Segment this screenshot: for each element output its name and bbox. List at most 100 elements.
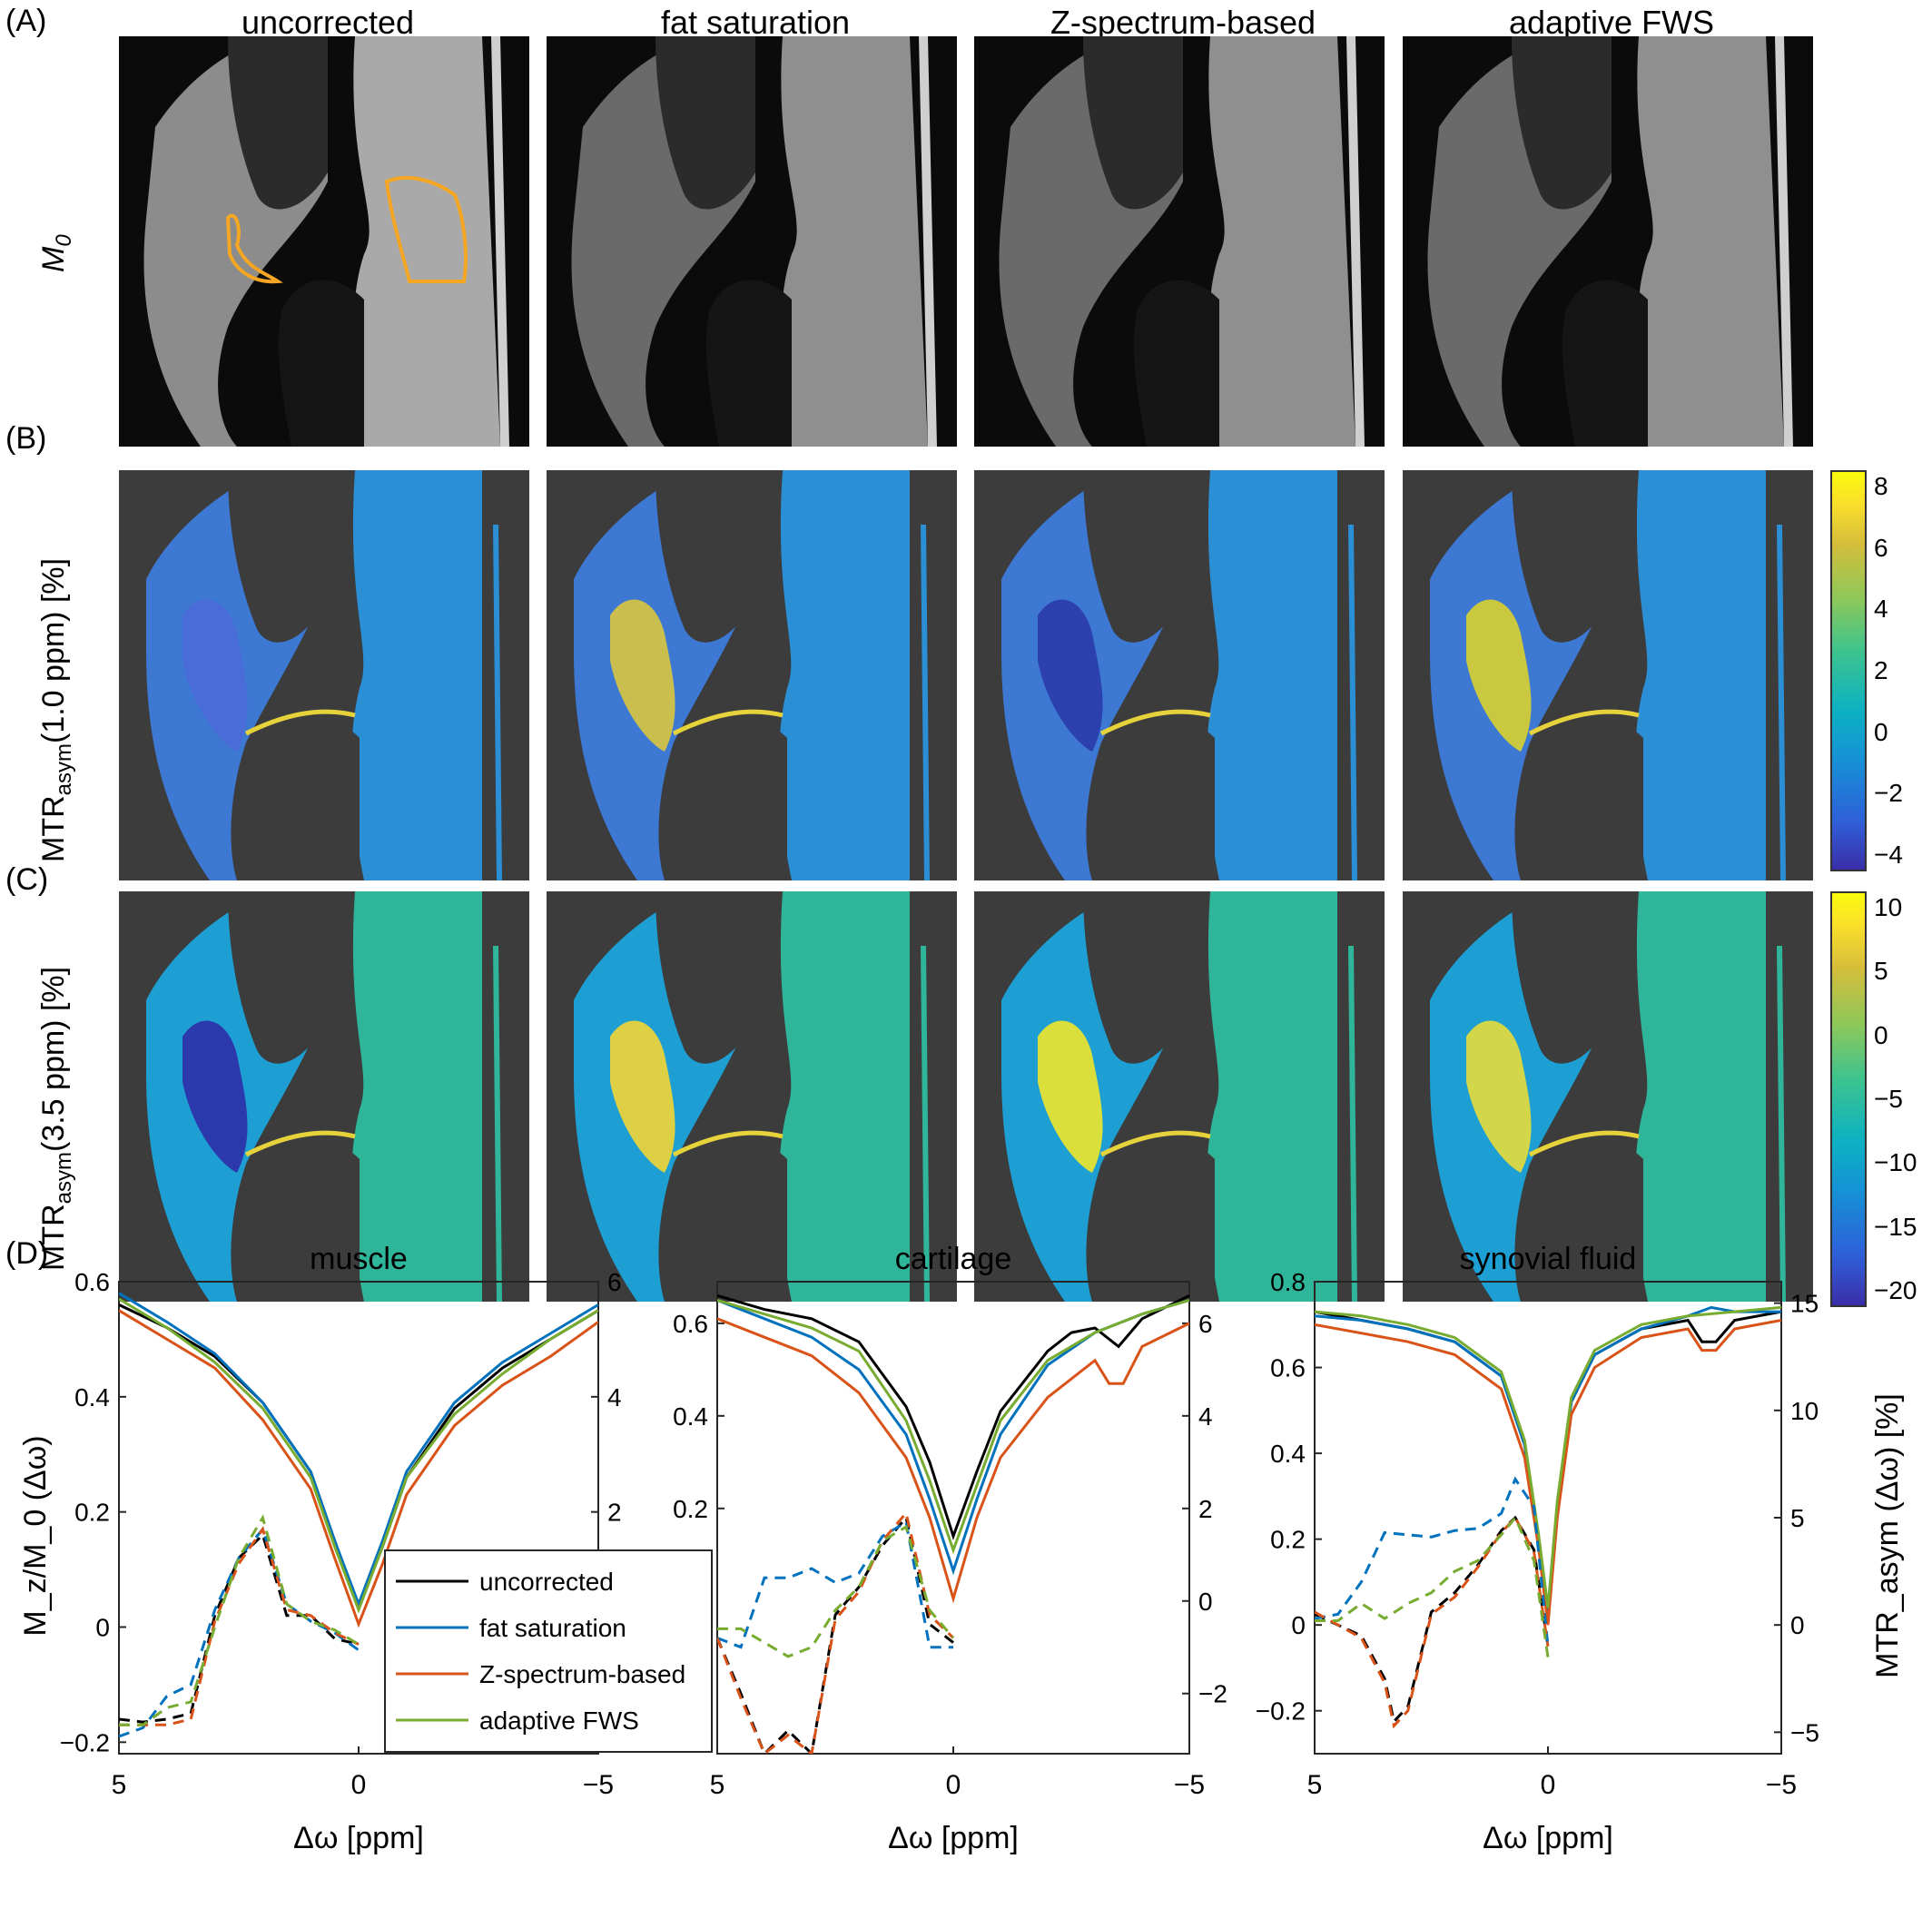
panel-label-b: (B) [5,421,47,456]
legend-label: Z-spectrum-based [479,1660,685,1688]
y-right-tick-label: −5 [1790,1718,1819,1746]
x-tick-label: 0 [946,1770,961,1800]
colorbar-c-tick: −10 [1874,1148,1917,1177]
y-axis-label-right: MTR_asym (Δω) [%] [1870,1393,1905,1678]
z-spectra-charts: muscle 5 0 −5 Δω [ppm] 0.6 0.4 0.2 0 −0.2 6 4 2 M_z/M… [18,1242,1905,1855]
series-uncorrected-mtr [717,1514,954,1754]
y-left-tick-label: 0.2 [74,1499,110,1527]
chart-title: muscle [310,1242,408,1276]
y-right-tick-label: 2 [1198,1495,1213,1523]
y-right-tick-label: 4 [1198,1402,1213,1431]
column-title-fat-saturation: fat saturation [660,4,851,41]
series-z-spectrum-based-mtr [1315,1515,1550,1729]
mtr-1ppm-map-uncorrected [119,470,529,880]
y-left-tick-label: 0.4 [673,1402,708,1431]
m0-image-uncorrected [119,36,529,447]
legend-box [384,1549,713,1753]
series-z-spectrum-based-mtr [119,1526,360,1726]
y-right-tick-label: 15 [1790,1290,1819,1318]
mtr-1ppm-map-adaptive-fws [1403,470,1813,880]
series-z-spectrum-based-z [717,1317,1189,1604]
x-tick-label: 5 [112,1770,127,1800]
legend-label: uncorrected [479,1568,614,1596]
series-uncorrected-mtr [1315,1515,1550,1725]
x-tick-label: 0 [1541,1770,1556,1800]
series-adaptive-fws-mtr [119,1514,360,1726]
plot-frame [1314,1281,1782,1755]
series-fat-saturation-z [1315,1305,1781,1617]
y-right-tick-label: 6 [607,1268,622,1296]
series-fat-saturation-z [717,1298,1189,1576]
series-adaptive-fws-mtr [1315,1515,1550,1657]
series-z-spectrum-based-z [1315,1319,1781,1626]
y-right-tick-label: −2 [1198,1680,1227,1708]
colorbar-b-tick: 4 [1874,595,1888,624]
colorbar-b-tick: 0 [1874,717,1888,746]
series-uncorrected-z [717,1293,1189,1541]
series-fat-saturation-mtr [717,1520,953,1649]
x-axis-label: Δω [ppm] [888,1821,1019,1855]
y-right-tick-label: 6 [1198,1310,1213,1338]
legend: uncorrected fat saturation Z-spectrum-base… [384,1549,713,1753]
y-right-tick-label: 5 [1790,1504,1805,1532]
m0-image-z-spectrum [974,36,1385,447]
y-left-tick-label: 0.8 [1270,1268,1306,1296]
row-label-m0: M0 [36,234,76,272]
colorbar-c-tick: 10 [1874,893,1903,921]
y-left-tick-label: 0 [95,1613,110,1641]
y-left-tick-label: 0.6 [673,1310,708,1338]
chart-title: synovial fluid [1460,1242,1637,1276]
series-adaptive-fws-z [119,1297,598,1614]
series-adaptive-fws-mtr [717,1524,955,1658]
m0-image-adaptive-fws [1403,36,1813,447]
mtr-1ppm-map-fat-saturation [547,470,957,880]
mtr-3-5ppm-map-uncorrected [119,891,529,1302]
roi-outlines [225,175,468,284]
y-left-tick-label: 0.6 [74,1268,110,1296]
y-right-tick-label: 10 [1790,1397,1819,1425]
colorbar-c-tick: −15 [1874,1212,1917,1241]
y-right-tick-label: 2 [607,1499,622,1527]
column-title-adaptive-fws: adaptive FWS [1508,4,1715,41]
chart-muscle [118,1281,599,1755]
mtr-3-5ppm-map-fat-saturation [547,891,957,1302]
panel-label-c: (C) [5,862,49,897]
x-tick-label: −5 [583,1770,614,1800]
x-tick-label: 5 [710,1770,725,1800]
panel-label-a: (A) [5,4,47,38]
colorbar-mtr-3-5ppm [1830,891,1867,1307]
series-adaptive-fws-z [717,1298,1189,1555]
series-fat-saturation-z [119,1292,598,1608]
legend-label: fat saturation [479,1614,626,1642]
column-title-z-spectrum: Z-spectrum-based [1050,4,1316,41]
plot-frame [716,1281,1190,1755]
x-axis-label: Δω [ppm] [293,1821,424,1855]
colorbar-b-tick: 6 [1874,533,1888,562]
series-uncorrected-z [1315,1310,1781,1613]
x-tick-label: −5 [1766,1770,1797,1800]
colorbar-mtr-1ppm [1830,470,1867,871]
chart-cartilage [716,1281,1190,1755]
colorbar-c-tick: 0 [1874,1020,1888,1049]
mtr-3-5ppm-map-adaptive-fws [1403,891,1813,1302]
y-left-tick-label: 0.2 [673,1495,708,1523]
colorbar-c-tick: −5 [1874,1085,1903,1113]
y-axis-label-left: M_z/M_0 (Δω) [18,1435,53,1636]
y-right-tick-label: 4 [607,1383,622,1411]
series-z-spectrum-based-mtr [717,1510,955,1754]
chart-synovial-fluid [1314,1281,1782,1755]
mtr-1ppm-map-z-spectrum [974,470,1385,880]
x-tick-label: 0 [351,1770,367,1800]
x-axis-label: Δω [ppm] [1483,1821,1613,1855]
y-left-tick-label: −0.2 [60,1728,110,1756]
colorbar-b-tick: 8 [1874,472,1888,500]
column-title-uncorrected: uncorrected [241,4,415,41]
colorbar-c-tick: 5 [1874,957,1888,986]
x-tick-label: 5 [1307,1770,1323,1800]
colorbar-c-tick: −20 [1874,1276,1917,1304]
x-tick-label: −5 [1174,1770,1205,1800]
legend-label: adaptive FWS [479,1706,639,1735]
y-left-tick-label: −0.2 [1256,1697,1306,1726]
m0-image-fat-saturation [547,36,957,447]
y-right-tick-label: 0 [1198,1588,1213,1616]
